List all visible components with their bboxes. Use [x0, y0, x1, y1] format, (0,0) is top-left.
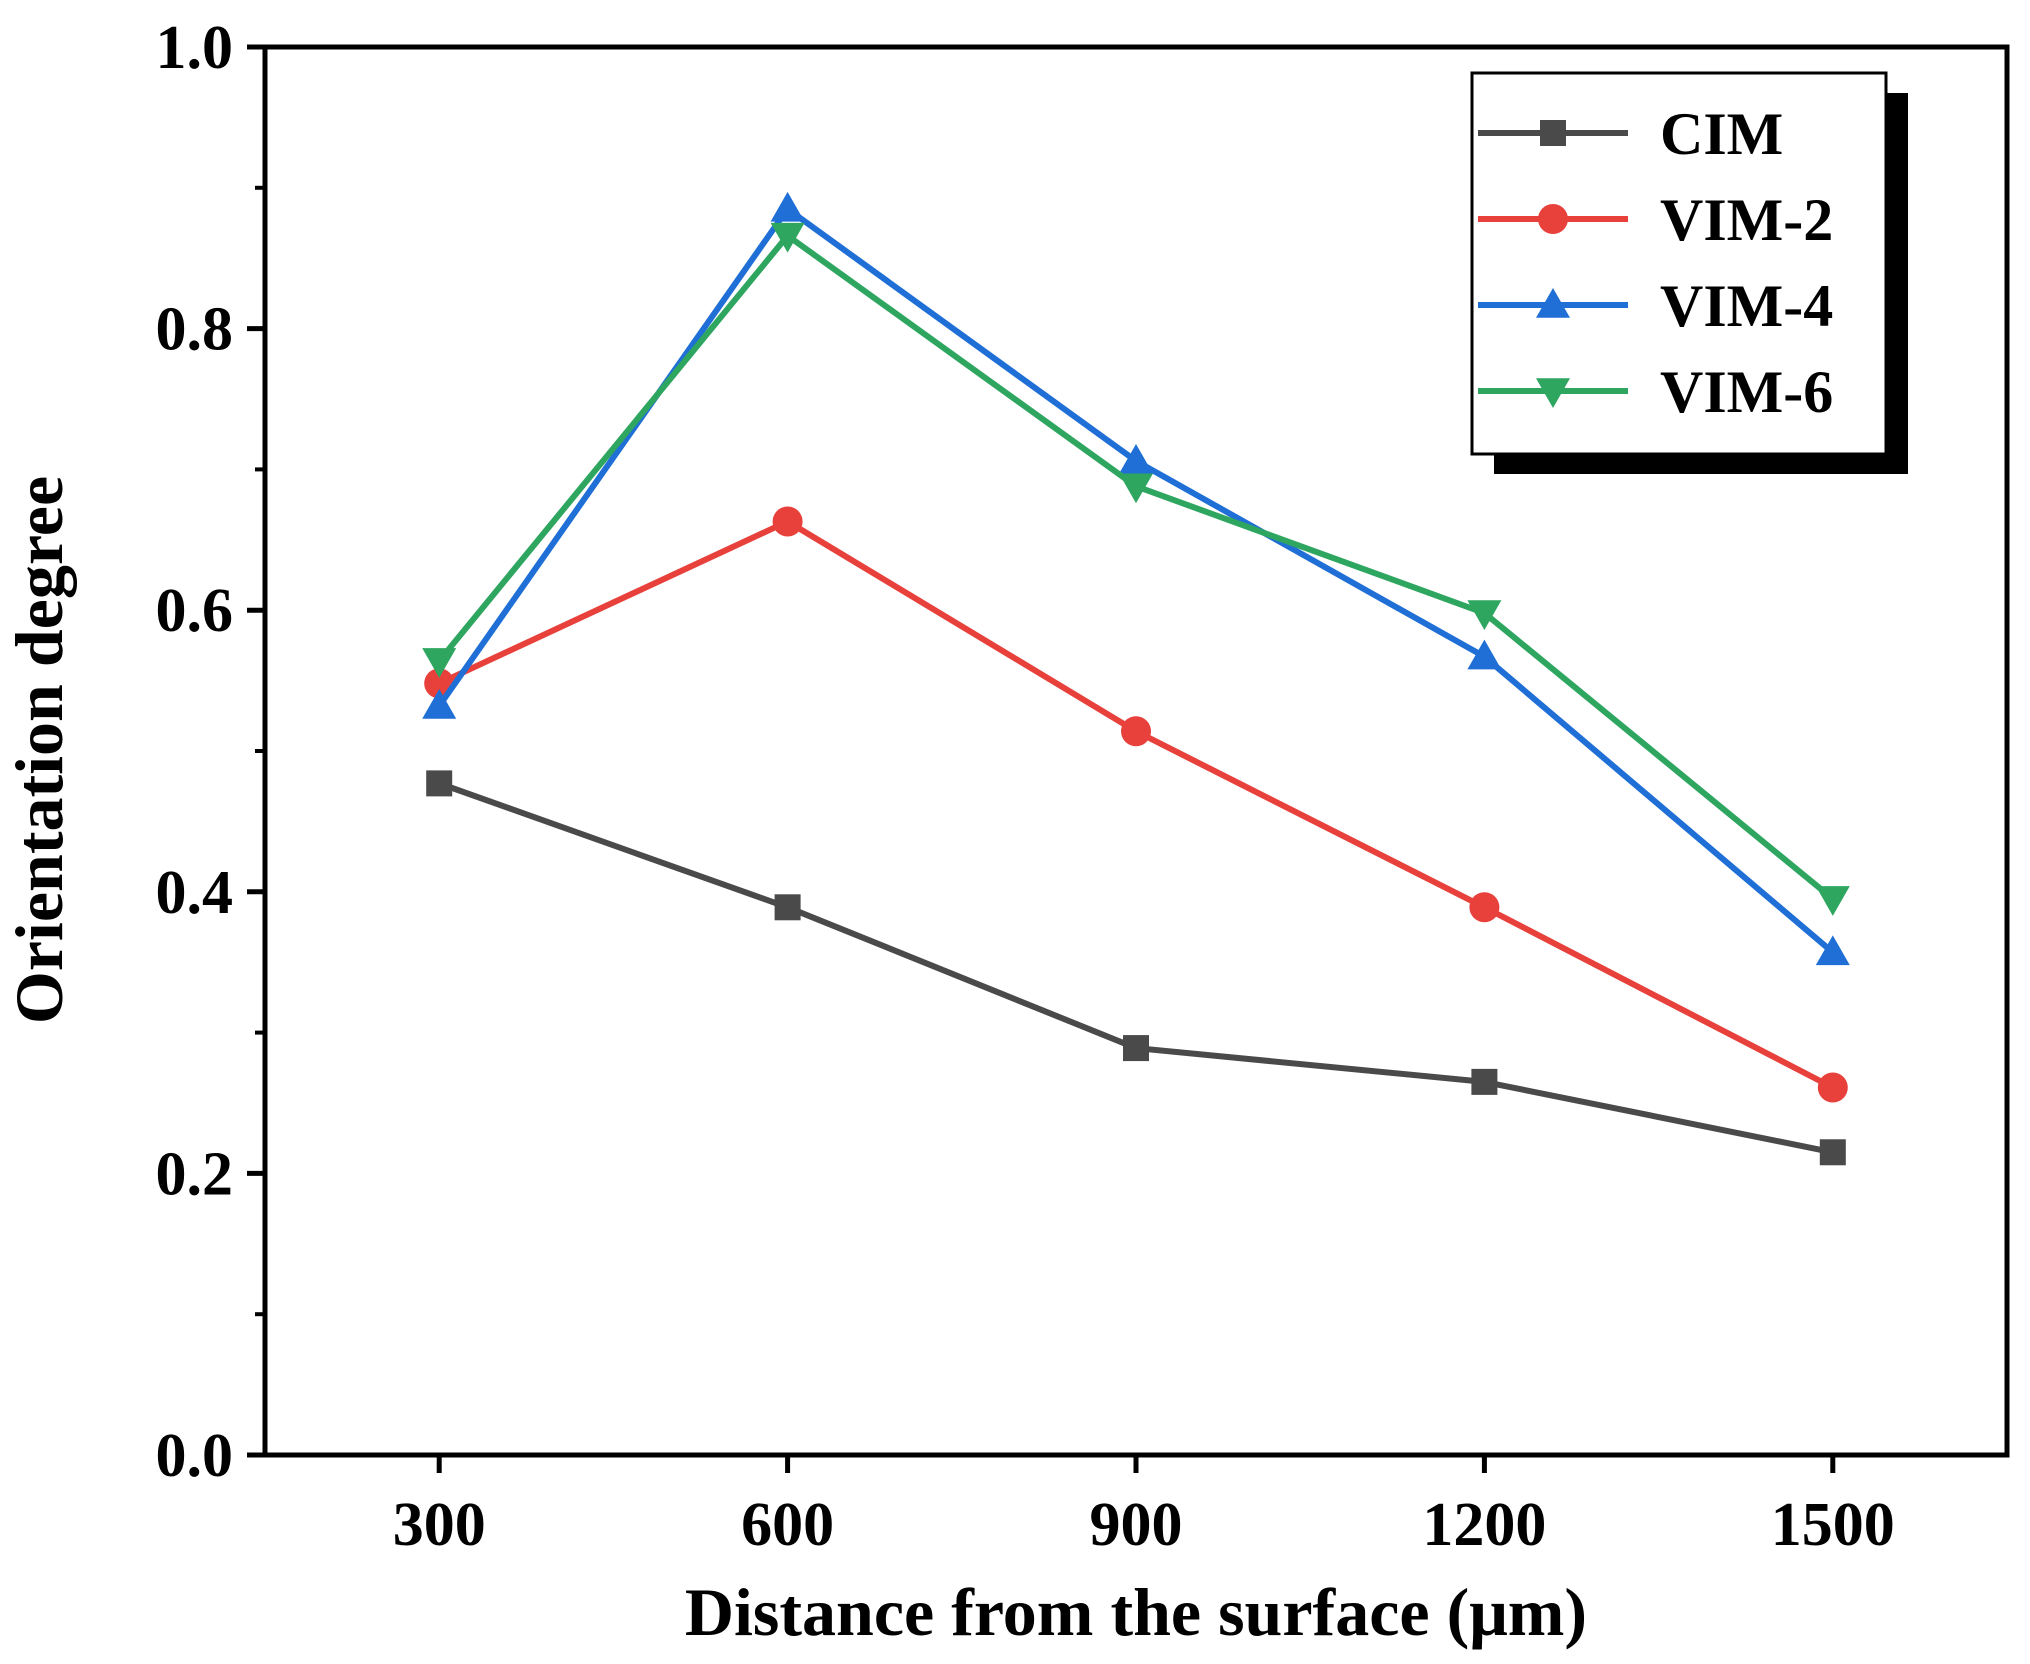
legend: CIM VIM-2 VIM-4 VIM-6	[1470, 71, 1908, 474]
data-point-cim	[774, 894, 801, 921]
data-point-vim-4	[1467, 639, 1502, 670]
data-point-vim-4	[1815, 935, 1850, 966]
data-point-vim-6	[770, 222, 805, 253]
series-vim-6	[422, 222, 1850, 916]
x-tick-label: 1200	[1422, 1491, 1546, 1559]
legend-label-cim: CIM	[1660, 101, 1783, 167]
data-point-vim-2	[1121, 716, 1151, 747]
series-cim	[426, 770, 1846, 1166]
x-tick-label: 600	[741, 1491, 834, 1559]
legend-item-vim-2: VIM-2	[1478, 187, 1833, 253]
data-point-cim	[1123, 1035, 1149, 1062]
legend-item-vim-4: VIM-4	[1478, 273, 1833, 339]
legend-marker-cim	[1540, 120, 1566, 146]
legend-label-vim-6: VIM-6	[1660, 359, 1833, 425]
data-point-vim-4	[422, 688, 457, 719]
x-tick-label: 300	[393, 1491, 486, 1559]
x-axis: 300 600 900 1200 1500	[393, 1455, 1895, 1559]
data-point-vim-2	[1817, 1072, 1848, 1103]
y-tick-label: 0.4	[156, 859, 234, 927]
data-point-cim	[426, 770, 453, 797]
data-point-cim	[1819, 1139, 1846, 1166]
data-point-vim-4	[1119, 443, 1153, 474]
legend-label-vim-2: VIM-2	[1660, 187, 1833, 253]
y-tick-label: 0.8	[156, 296, 234, 364]
data-point-vim-6	[1815, 886, 1850, 916]
data-point-vim-2	[1469, 892, 1500, 923]
y-axis: 0.0 0.2 0.4 0.6 0.8 1.0	[156, 14, 265, 1490]
legend-item-vim-6: VIM-6	[1478, 359, 1833, 425]
y-tick-label: 1.0	[156, 14, 234, 82]
legend-label-vim-4: VIM-4	[1660, 273, 1833, 339]
legend-marker-vim-2	[1538, 204, 1568, 234]
data-point-vim-2	[772, 506, 803, 537]
x-axis-title: Distance from the surface (μm)	[685, 1574, 1587, 1650]
y-tick-label: 0.6	[156, 577, 234, 645]
legend-marker-vim-6	[1536, 378, 1570, 408]
series-vim-2	[424, 506, 1848, 1103]
legend-item-cim: CIM	[1478, 101, 1783, 167]
y-tick-label: 0.2	[156, 1140, 234, 1208]
x-tick-label: 1500	[1771, 1491, 1895, 1559]
y-axis-title: Orientation degree	[1, 476, 77, 1024]
legend-marker-vim-4	[1536, 288, 1570, 318]
data-point-cim	[1471, 1068, 1498, 1095]
data-point-vim-6	[1119, 473, 1153, 504]
data-point-vim-4	[770, 191, 805, 222]
data-point-vim-6	[422, 648, 457, 678]
x-tick-label: 900	[1090, 1491, 1183, 1559]
y-tick-label: 0.0	[156, 1422, 234, 1490]
data-point-vim-6	[1467, 600, 1502, 631]
series-layer	[422, 191, 1850, 1166]
